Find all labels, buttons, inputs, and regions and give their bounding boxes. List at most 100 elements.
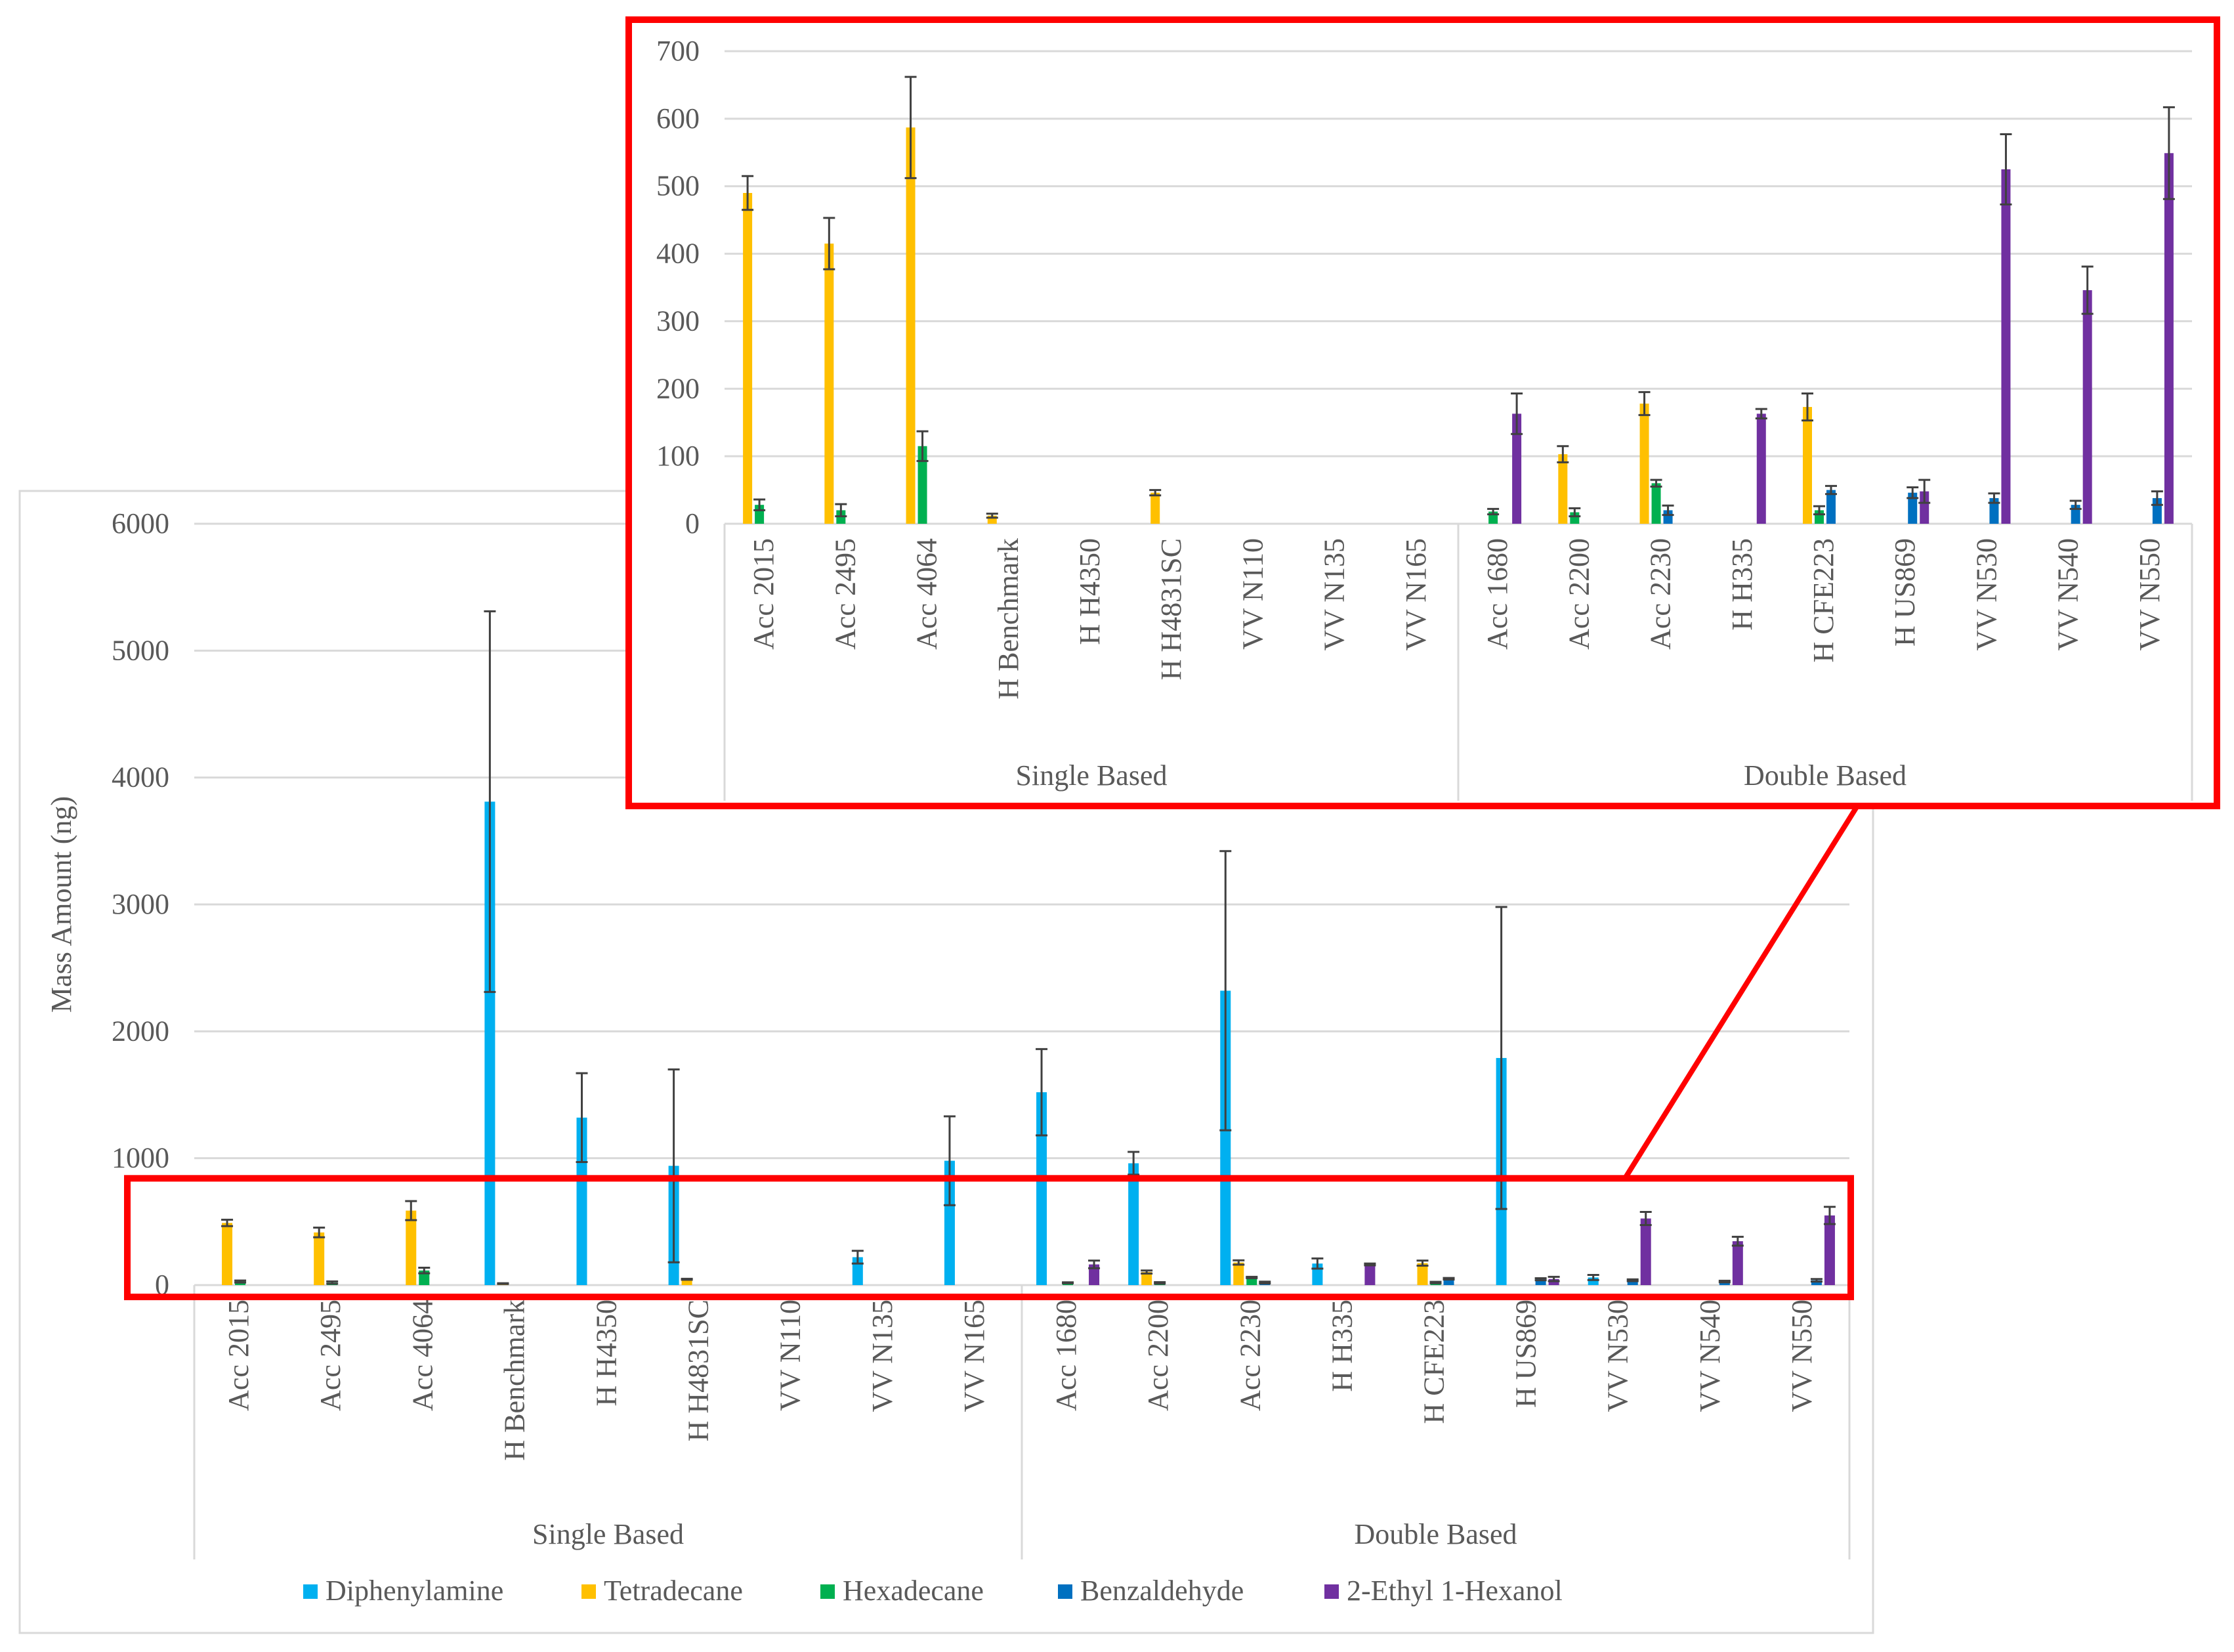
bar-tetradecane: [743, 193, 753, 524]
bar-2-ethyl-1-hexanol: [1640, 1218, 1651, 1285]
category-label: VV N530: [1602, 1300, 1634, 1412]
category-label: VV N110: [1236, 538, 1269, 650]
y-tick-label: 200: [656, 372, 700, 404]
category-label: H H4831SC: [1155, 538, 1187, 680]
bar-benzaldehyde: [1908, 492, 1918, 524]
category-label: VV N165: [1400, 538, 1432, 651]
y-tick-label: 2000: [112, 1015, 169, 1047]
legend-item: Benzaldehyde: [1080, 1575, 1244, 1607]
bar-diphenylamine: [944, 1160, 955, 1285]
bar-benzaldehyde: [1627, 1280, 1638, 1285]
category-label: H H4831SC: [683, 1300, 715, 1441]
bar-hexadecane: [1570, 512, 1580, 524]
bar-tetradecane: [222, 1223, 233, 1285]
category-label: H CFE223: [1418, 1300, 1450, 1424]
inset-chart: 0 100 200 300 400 500 600 700 Acc 2015 Acc 2495 Ac…: [656, 35, 2193, 801]
bar-2-ethyl-1-hexanol: [1089, 1264, 1100, 1285]
category-label: Acc 2495: [829, 538, 861, 650]
legend-swatch: [581, 1584, 596, 1599]
category-label: VV N540: [1694, 1300, 1726, 1412]
y-tick-label: 0: [685, 507, 700, 540]
category-label: Acc 1680: [1481, 538, 1513, 650]
y-tick-label: 300: [656, 305, 700, 337]
category-label: Acc 2495: [314, 1300, 347, 1411]
bar-2-ethyl-1-hexanol: [2164, 153, 2174, 524]
bar-benzaldehyde: [1989, 498, 1999, 524]
bar-diphenylamine: [1588, 1277, 1599, 1285]
category-label: Acc 2200: [1563, 538, 1595, 650]
group-label: Single Based: [1016, 759, 1168, 792]
y-tick-label: 6000: [112, 507, 169, 540]
bar-tetradecane: [1141, 1272, 1152, 1285]
category-label: VV N530: [1970, 538, 2002, 651]
legend-item: Tetradecane: [604, 1575, 743, 1607]
legend: Diphenylamine Tetradecane Hexadecane Benzal…: [303, 1575, 1563, 1607]
zoom-region-frame: [124, 1175, 1854, 1301]
bar-diphenylamine: [484, 801, 495, 1285]
category-label: Acc 2200: [1142, 1300, 1174, 1411]
category-label: H CFE223: [1807, 538, 1840, 662]
bar-benzaldehyde: [1826, 490, 1836, 524]
bar-tetradecane: [1150, 492, 1160, 524]
category-label: H H4350: [591, 1300, 623, 1407]
legend-item: Hexadecane: [843, 1575, 984, 1607]
legend-item: 2-Ethyl 1-Hexanol: [1347, 1575, 1563, 1607]
bar-tetradecane: [314, 1232, 325, 1285]
bar-2-ethyl-1-hexanol: [1756, 413, 1766, 524]
y-tick-label: 4000: [112, 761, 169, 794]
inset-chart-frame: [625, 16, 2220, 809]
y-tick-label: 1000: [112, 1142, 169, 1174]
y-tick-label: 3000: [112, 888, 169, 920]
bar-diphenylamine: [576, 1117, 587, 1285]
legend-swatch: [1058, 1584, 1072, 1599]
category-label: VV N135: [1318, 538, 1351, 651]
bar-2-ethyl-1-hexanol: [1512, 413, 1522, 524]
y-tick-label: 0: [155, 1269, 169, 1301]
bar-tetradecane: [906, 127, 916, 524]
category-label: Acc 4064: [406, 1300, 438, 1411]
legend-item: Diphenylamine: [326, 1575, 503, 1607]
category-label: VV N110: [774, 1300, 807, 1411]
category-label: Acc 2230: [1645, 538, 1677, 650]
bar-2-ethyl-1-hexanol: [2082, 290, 2092, 524]
bar-tetradecane: [1417, 1263, 1428, 1285]
bar-tetradecane: [1639, 403, 1649, 524]
y-axis-label: Mass Amount (ng): [45, 796, 77, 1013]
category-label: H H335: [1326, 1300, 1358, 1392]
category-label: VV N540: [2052, 538, 2084, 651]
y-tick-label: 400: [656, 238, 700, 270]
category-label: H US869: [1889, 538, 1921, 646]
bar-hexadecane: [917, 446, 927, 524]
bar-tetradecane: [1558, 454, 1568, 524]
category-label: VV N135: [866, 1300, 898, 1412]
category-label: H H335: [1726, 538, 1758, 631]
bar-2-ethyl-1-hexanol: [1364, 1264, 1376, 1285]
group-label: Double Based: [1354, 1518, 1517, 1550]
category-label: Acc 2015: [748, 538, 780, 650]
category-label: VV N165: [958, 1300, 990, 1412]
bar-2-ethyl-1-hexanol: [1824, 1215, 1835, 1285]
category-label: H Benchmark: [992, 538, 1024, 700]
bar-benzaldehyde: [1719, 1281, 1730, 1285]
category-label: H H4350: [1074, 538, 1106, 645]
y-tick-label: 700: [656, 35, 700, 67]
zoom-connector-line: [1622, 804, 1860, 1180]
bar-benzaldehyde: [1663, 510, 1673, 524]
category-label: VV N550: [2134, 538, 2166, 651]
group-label: Double Based: [1744, 759, 1907, 792]
category-label: H US869: [1510, 1300, 1542, 1408]
bar-benzaldehyde: [1443, 1279, 1454, 1285]
y-tick-label: 600: [656, 102, 700, 135]
category-label: Acc 2015: [222, 1300, 255, 1411]
legend-swatch: [303, 1584, 318, 1599]
main-chart: 0 1000 2000 3000 4000 5000 6000 Acc 2015 Acc 249…: [45, 507, 1851, 1559]
bar-tetradecane: [681, 1279, 692, 1285]
legend-swatch: [820, 1584, 835, 1599]
bar-2-ethyl-1-hexanol: [1920, 491, 1929, 524]
bar-tetradecane: [1233, 1262, 1244, 1285]
bar-diphenylamine: [1128, 1163, 1139, 1285]
bar-tetradecane: [406, 1210, 417, 1285]
category-label: Acc 2230: [1234, 1300, 1266, 1411]
bar-tetradecane: [1803, 407, 1812, 524]
y-tick-label: 5000: [112, 634, 169, 666]
